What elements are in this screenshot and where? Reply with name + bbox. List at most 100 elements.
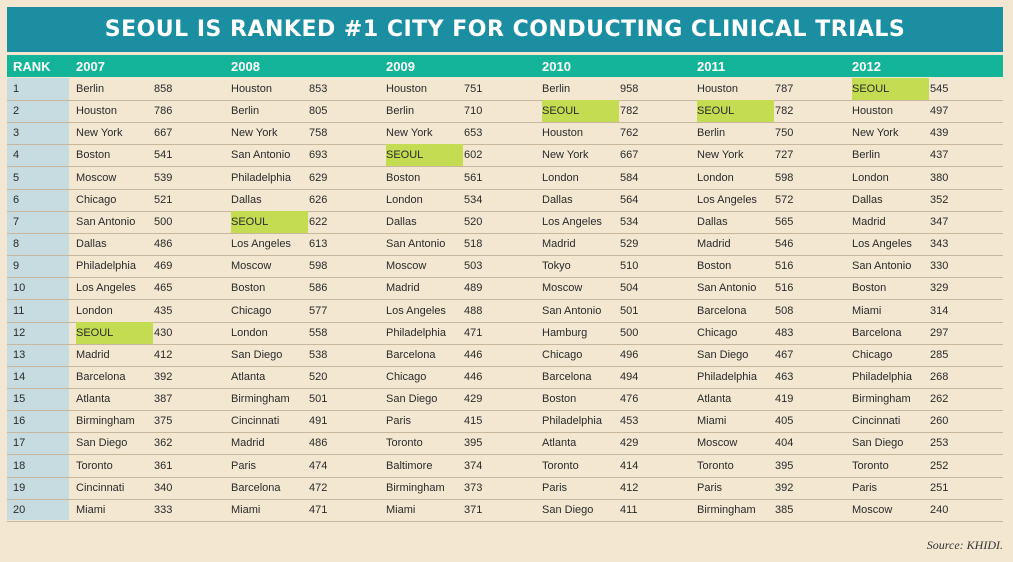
value-cell: 395 — [775, 459, 794, 472]
table-row: 17 San Diego 362 Madrid 486 Toronto 395 Atlanta… — [7, 432, 1003, 456]
rank-cell: 5 — [13, 171, 20, 184]
city-cell: Houston — [231, 83, 272, 95]
value-cell: 489 — [464, 282, 483, 295]
city-cell: Paris — [852, 481, 878, 494]
city-cell: San Diego — [852, 437, 904, 450]
city-cell: Chicago — [852, 348, 893, 361]
city-cell: Toronto — [76, 459, 113, 472]
city-cell: Houston — [386, 83, 427, 95]
city-cell: SEOUL — [231, 215, 269, 228]
city-cell: SEOUL — [697, 105, 735, 118]
table-row: 7 San Antonio 500 SEOUL 622 Dallas 520 Los Ange… — [7, 210, 1003, 234]
value-cell: 534 — [620, 215, 639, 228]
value-cell: 529 — [620, 238, 639, 251]
city-cell: London — [697, 171, 734, 184]
table-row: 18 Toronto 361 Paris 474 Baltimore 374 Toronto 4… — [7, 455, 1003, 478]
city-cell: Barcelona — [231, 481, 281, 494]
year-header: 2012 — [852, 59, 881, 74]
rank-column-background — [7, 78, 69, 520]
table-row: 15 Atlanta 387 Birmingham 501 San Diego 429 Bos… — [7, 388, 1003, 412]
value-cell: 500 — [154, 215, 173, 228]
value-cell: 476 — [620, 393, 639, 406]
page-title: SEOUL IS RANKED #1 CITY FOR CONDUCTING C… — [7, 7, 1003, 52]
table-row: 16 Birmingham 375 Cincinnati 491 Paris 415 Phil… — [7, 410, 1003, 434]
value-cell: 626 — [309, 193, 328, 206]
table-header: RANK 2007 2008 2009 2010 2011 2012 — [7, 55, 1003, 77]
value-cell: 546 — [775, 238, 794, 251]
city-cell: Berlin — [542, 83, 571, 95]
city-cell: Berlin — [231, 105, 260, 118]
value-cell: 252 — [930, 459, 949, 472]
city-cell: Moscow — [76, 171, 117, 184]
rank-cell: 9 — [13, 260, 20, 273]
city-cell: Los Angeles — [386, 304, 446, 317]
value-cell: 602 — [464, 149, 483, 162]
value-cell: 496 — [620, 348, 639, 361]
city-cell: Philadelphia — [76, 260, 136, 273]
year-header: 2009 — [386, 59, 415, 74]
city-cell: Chicago — [697, 326, 738, 339]
city-cell: New York — [386, 127, 433, 140]
city-cell: Boston — [231, 282, 266, 295]
city-cell: Birmingham — [231, 393, 290, 406]
seoul-highlight — [852, 78, 929, 100]
city-cell: Madrid — [231, 437, 265, 450]
city-cell: Chicago — [542, 348, 583, 361]
rank-cell: 20 — [13, 503, 26, 516]
city-cell: SEOUL — [542, 105, 580, 118]
value-cell: 463 — [775, 370, 794, 383]
city-cell: San Antonio — [76, 215, 136, 228]
seoul-highlight — [697, 100, 774, 123]
city-cell: Boston — [852, 282, 887, 295]
value-cell: 710 — [464, 105, 483, 118]
value-cell: 419 — [775, 393, 794, 406]
value-cell: 471 — [464, 326, 483, 339]
value-cell: 598 — [309, 260, 328, 273]
city-cell: Toronto — [542, 459, 579, 472]
city-cell: San Diego — [231, 348, 283, 361]
value-cell: 497 — [930, 105, 949, 118]
year-header: 2008 — [231, 59, 260, 74]
city-cell: Madrid — [542, 238, 576, 251]
rank-cell: 1 — [13, 83, 20, 95]
value-cell: 586 — [309, 282, 328, 295]
value-cell: 751 — [464, 83, 483, 95]
city-cell: London — [76, 304, 113, 317]
table-row: 5 Moscow 539 Philadelphia 629 Boston 561 London… — [7, 167, 1003, 190]
city-cell: Barcelona — [76, 370, 126, 383]
value-cell: 446 — [464, 348, 483, 361]
table-row: 9 Philadelphia 469 Moscow 598 Moscow 503 Tokyo 5… — [7, 255, 1003, 279]
value-cell: 558 — [309, 326, 328, 339]
city-cell: New York — [76, 127, 123, 140]
city-cell: Boston — [76, 149, 111, 162]
city-cell: Los Angeles — [76, 282, 136, 295]
city-cell: Berlin — [386, 105, 415, 118]
value-cell: 375 — [154, 415, 173, 428]
city-cell: Paris — [231, 459, 257, 472]
city-cell: Miami — [76, 503, 106, 516]
value-cell: 613 — [309, 238, 328, 251]
value-cell: 572 — [775, 193, 794, 206]
value-cell: 501 — [309, 393, 328, 406]
value-cell: 240 — [930, 503, 949, 516]
city-cell: Miami — [386, 503, 416, 516]
table-row: 10 Los Angeles 465 Boston 586 Madrid 489 Moscow… — [7, 277, 1003, 301]
city-cell: Philadelphia — [542, 415, 602, 428]
value-cell: 805 — [309, 105, 328, 118]
city-cell: San Diego — [76, 437, 128, 450]
city-cell: Los Angeles — [697, 193, 757, 206]
city-cell: SEOUL — [386, 149, 424, 162]
city-cell: Madrid — [697, 238, 731, 251]
value-cell: 392 — [154, 370, 173, 383]
city-cell: Philadelphia — [852, 370, 912, 383]
value-cell: 430 — [154, 326, 173, 339]
value-cell: 500 — [620, 326, 639, 339]
table-row: 12 SEOUL 430 London 558 Philadelphia 471 Hambur… — [7, 321, 1003, 345]
value-cell: 395 — [464, 437, 483, 450]
city-cell: San Antonio — [386, 238, 446, 251]
city-cell: New York — [697, 149, 744, 162]
city-cell: Philadelphia — [697, 370, 757, 383]
value-cell: 693 — [309, 149, 328, 162]
value-cell: 504 — [620, 282, 639, 295]
table-row: 6 Chicago 521 Dallas 626 London 534 Dallas 564 Lo… — [7, 189, 1003, 212]
